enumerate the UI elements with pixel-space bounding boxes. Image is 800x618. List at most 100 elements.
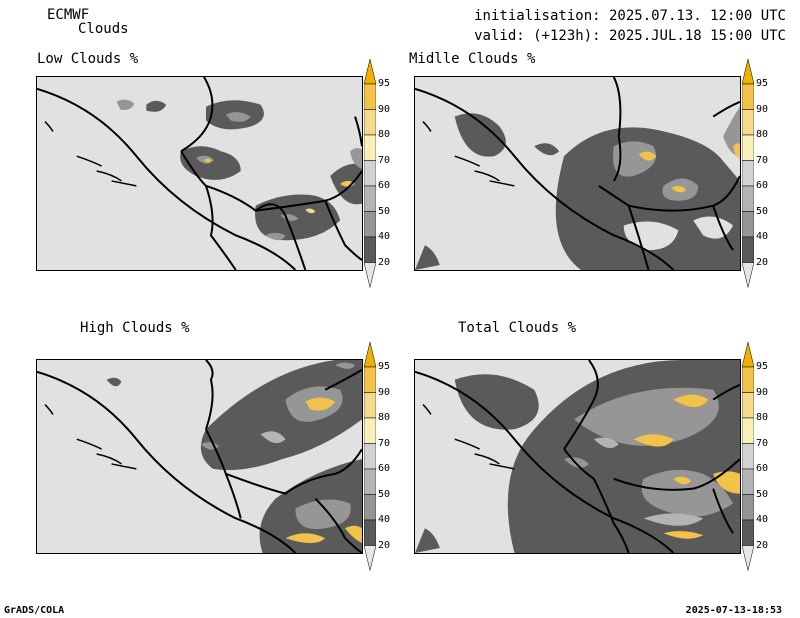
colorbar-tick-label: 70 — [756, 437, 769, 449]
colorbar-high-svg — [364, 342, 376, 571]
colorbar-segment — [742, 392, 754, 419]
colorbar-tick-label: 70 — [756, 154, 769, 166]
panel-title-middle-clouds: Midlle Clouds % — [409, 51, 536, 67]
colorbar-tick-label: 95 — [756, 361, 769, 372]
colorbar-tick-label: 90 — [378, 103, 391, 115]
colorbar-segment — [742, 519, 754, 546]
colorbar-segment — [364, 417, 376, 444]
colorbar-segment — [364, 83, 376, 110]
colorbar-tick-label: 80 — [378, 412, 391, 423]
colorbar-segment — [364, 494, 376, 521]
panel-title-high-clouds: High Clouds % — [80, 320, 190, 336]
colorbar-segment — [742, 236, 754, 263]
colorbar-tick-label: 40 — [378, 514, 391, 525]
panel-title-low-clouds: Low Clouds % — [37, 51, 139, 67]
colorbar-tick-label: 80 — [378, 129, 391, 140]
colorbar-bottom-arrow — [364, 262, 376, 288]
product-name: Clouds — [78, 21, 129, 37]
colorbar-segment — [742, 443, 754, 470]
colorbar-tick-label: 80 — [756, 412, 769, 423]
colorbar-tick-label: 50 — [756, 205, 769, 217]
colorbar-tick-label: 40 — [378, 231, 391, 242]
colorbar-top-arrow — [364, 59, 376, 85]
colorbar-tick-label: 90 — [756, 386, 769, 398]
colorbar-tick-label: 60 — [378, 463, 391, 474]
borders — [415, 360, 740, 553]
colorbar-top-arrow — [742, 342, 754, 368]
colorbar-top-arrow — [364, 342, 376, 368]
valid-time: valid: (+123h): 2025.JUL.18 15:00 UTC — [474, 28, 786, 44]
colorbar-low-svg — [364, 59, 376, 288]
cloud-fields — [415, 106, 740, 270]
colorbar-tick-label: 60 — [756, 180, 769, 191]
colorbar-total-svg — [742, 342, 754, 571]
colorbar-segment — [742, 417, 754, 444]
colorbar-segment — [742, 468, 754, 495]
colorbar-segment — [364, 443, 376, 470]
colorbar-segment — [364, 211, 376, 238]
borders — [37, 360, 362, 553]
islands — [44, 404, 137, 470]
model-name: ECMWF — [47, 7, 90, 23]
colorbar-tick-label: 60 — [378, 180, 391, 191]
colorbar-bottom-arrow — [742, 262, 754, 288]
colorbar-segment — [742, 83, 754, 110]
colorbar-tick-label: 90 — [756, 103, 769, 115]
colorbar-segment — [742, 160, 754, 187]
colorbar-tick-label: 40 — [756, 231, 769, 242]
colorbar-top-arrow — [742, 59, 754, 85]
colorbar-tick-label: 50 — [378, 205, 391, 217]
colorbar-segment — [364, 185, 376, 212]
colorbar-segment — [364, 468, 376, 495]
map-middle-clouds — [414, 76, 741, 271]
colorbar-tick-label: 20 — [756, 539, 769, 551]
initialisation-time: initialisation: 2025.07.13. 12:00 UTC — [474, 8, 786, 24]
footer-timestamp: 2025-07-13-18:53 — [685, 605, 782, 616]
colorbar-segment — [364, 134, 376, 161]
islands — [422, 404, 515, 470]
colorbar-tick-label: 80 — [756, 129, 769, 140]
map-total-clouds — [414, 359, 741, 554]
colorbar-segment — [364, 236, 376, 263]
colorbar-segment — [364, 519, 376, 546]
borders — [37, 77, 362, 270]
colorbar-segment — [742, 366, 754, 393]
colorbar-tick-label: 70 — [378, 437, 391, 449]
total-clouds-map-svg — [415, 360, 740, 553]
colorbar-tick-label: 95 — [378, 361, 391, 372]
colorbar-tick-label: 60 — [756, 463, 769, 474]
colorbar-tick-label: 20 — [756, 256, 769, 268]
colorbar-tick-label: 90 — [378, 386, 391, 398]
map-low-clouds — [36, 76, 363, 271]
high-clouds-map-svg — [37, 360, 362, 553]
colorbar-segment — [742, 185, 754, 212]
colorbar-segment — [742, 211, 754, 238]
colorbar-tick-label: 40 — [756, 514, 769, 525]
colorbar-bottom-arrow — [364, 545, 376, 571]
cloud-fields — [415, 360, 740, 553]
colorbar-segment — [364, 392, 376, 419]
map-high-clouds — [36, 359, 363, 554]
colorbar-segment — [364, 160, 376, 187]
colorbar-tick-label: 50 — [378, 488, 391, 500]
colorbar-tick-label: 50 — [756, 488, 769, 500]
footer-software: GrADS/COLA — [4, 605, 65, 616]
colorbar-tick-label: 20 — [378, 539, 391, 551]
panel-title-total-clouds: Total Clouds % — [458, 320, 577, 336]
low-clouds-map-svg — [37, 77, 362, 270]
colorbar-tick-label: 95 — [378, 78, 391, 89]
cloud-fields — [116, 99, 362, 241]
colorbar-segment — [364, 366, 376, 393]
colorbar-tick-label: 95 — [756, 78, 769, 89]
colorbar-segment — [742, 109, 754, 136]
borders — [415, 77, 740, 270]
islands — [44, 121, 137, 187]
colorbar-middle-svg — [742, 59, 754, 288]
colorbar-segment — [742, 134, 754, 161]
colorbar-tick-label: 70 — [378, 154, 391, 166]
colorbar-segment — [742, 494, 754, 521]
cloud-fields — [106, 360, 362, 553]
colorbar-tick-label: 20 — [378, 256, 391, 268]
colorbar-segment — [364, 109, 376, 136]
islands — [422, 121, 515, 187]
